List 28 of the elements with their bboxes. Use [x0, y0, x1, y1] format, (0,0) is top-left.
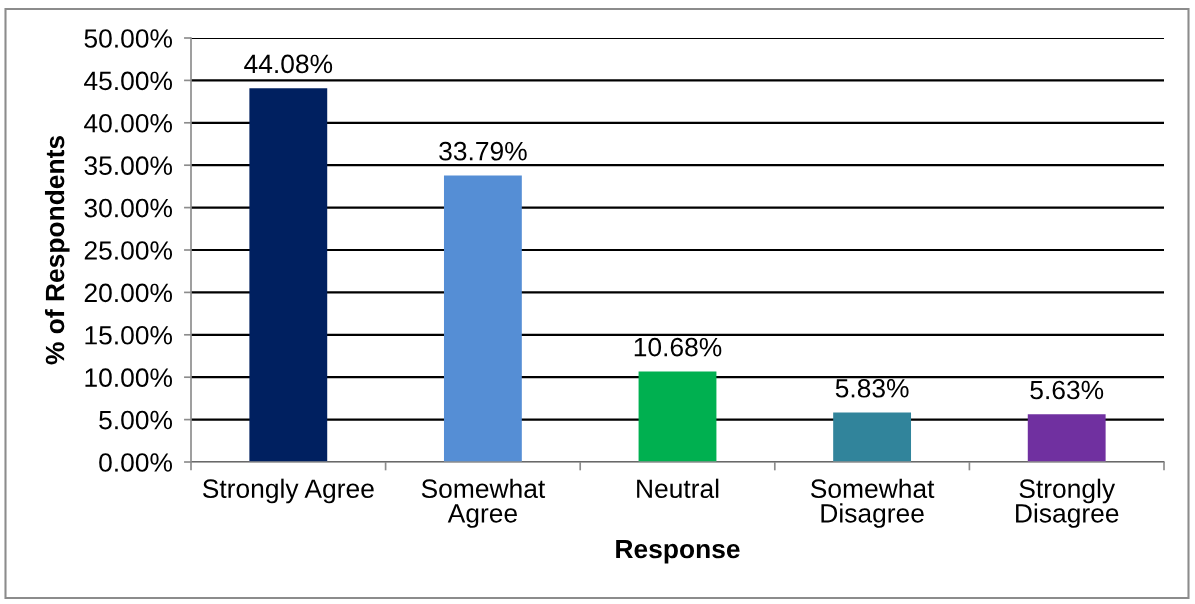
y-tick-label: 5.00% [99, 410, 173, 430]
y-tick-label: 15.00% [85, 325, 173, 345]
y-tick-label: 25.00% [84, 241, 173, 260]
y-tick-label: 0.00% [99, 453, 173, 472]
bar [833, 412, 912, 462]
bar [638, 371, 717, 462]
x-tick-label: Strongly Agree [202, 478, 374, 504]
data-label: 33.79% [439, 141, 527, 161]
y-tick-label: 40.00% [84, 113, 173, 133]
y-tick-label: 20.00% [84, 283, 173, 303]
bar [443, 175, 522, 462]
bar [1027, 414, 1106, 462]
x-tick-label: Somewhat Disagree [810, 478, 935, 528]
y-tick-label: 45.00% [84, 71, 173, 91]
x-axis-title: Response [616, 539, 740, 564]
y-tick-label: 10.00% [85, 368, 173, 388]
data-label: 5.83% [835, 378, 909, 398]
y-tick-label: 30.00% [84, 198, 173, 218]
x-tick-label: Somewhat Agree [421, 478, 546, 528]
x-tick-label: Neutral [637, 478, 719, 499]
data-label: 44.08% [244, 54, 333, 74]
x-tick-label: Strongly Disagree [1016, 478, 1119, 528]
y-tick-label: 50.00% [84, 29, 173, 48]
bar [249, 88, 328, 462]
y-axis-title: % of Respondents [44, 135, 70, 365]
data-label: 5.63% [1030, 380, 1104, 400]
y-tick-label: 35.00% [84, 156, 173, 176]
data-label: 10.68% [634, 337, 722, 357]
